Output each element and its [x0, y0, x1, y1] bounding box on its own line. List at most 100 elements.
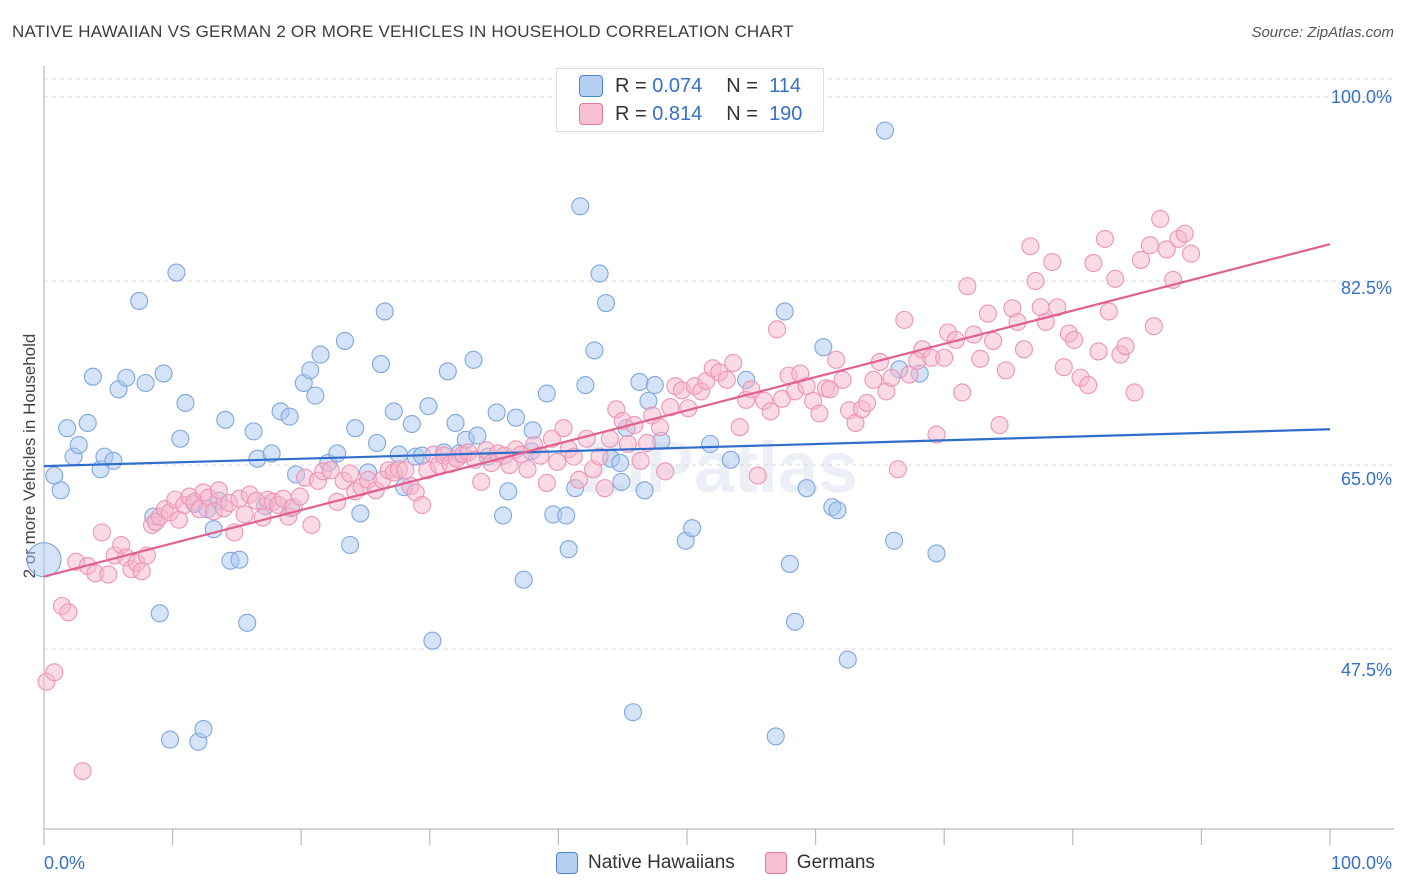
- stats-legend-row-hawaiians: R = 0.074 N = 114: [579, 73, 801, 99]
- hawaiians-point: [78, 413, 97, 433]
- germans-point: [864, 370, 883, 389]
- germans-point: [1116, 337, 1135, 356]
- hawaiians-point: [419, 397, 438, 416]
- germans-point: [1021, 237, 1040, 256]
- hawaiians-point: [875, 121, 895, 140]
- hawaiians-point: [402, 414, 421, 434]
- germans-trend-line: [43, 243, 1331, 578]
- germans-point: [1131, 250, 1151, 269]
- germans-point: [1008, 312, 1027, 332]
- germans-point: [984, 331, 1003, 350]
- germans-point: [958, 277, 977, 296]
- hawaiians-point: [630, 372, 649, 391]
- y-tick-label: 65.0%: [1340, 469, 1392, 489]
- germans-point: [92, 523, 111, 542]
- hawaiians-point: [176, 393, 195, 413]
- germans-point: [1014, 340, 1033, 359]
- n-value: 190: [769, 102, 803, 125]
- hawaiians-point: [590, 264, 609, 283]
- hawaiians-point: [797, 479, 816, 498]
- germans-point: [1095, 229, 1114, 248]
- germans-point: [927, 425, 946, 444]
- germans-point: [882, 368, 901, 387]
- germans-point: [1175, 224, 1194, 243]
- germans-point: [730, 418, 749, 437]
- hawaiians-point: [351, 504, 370, 523]
- hawaiians-point: [780, 554, 799, 573]
- germans-point: [996, 361, 1015, 380]
- stats-legend: R = 0.074 N = 114 R = 0.814 N = 190: [556, 68, 824, 132]
- germans-point: [1125, 383, 1144, 402]
- germans-swatch: [579, 103, 603, 125]
- hawaiians-point: [464, 350, 483, 369]
- germans-point: [1065, 330, 1084, 349]
- germans-point: [1079, 376, 1098, 395]
- x-tick-label: 0.0%: [44, 853, 86, 873]
- hawaiians-point: [623, 703, 643, 722]
- legend-label: Germans: [796, 852, 875, 873]
- hawaiians-point: [346, 419, 365, 438]
- germans-point: [650, 418, 670, 437]
- germans-point: [1151, 209, 1170, 228]
- hawaiians-point: [557, 506, 576, 525]
- hawaiians-point: [150, 604, 169, 623]
- hawaiians-point: [136, 373, 155, 393]
- hawaiians-point: [814, 338, 833, 357]
- hawaiians-point: [635, 481, 654, 500]
- legend-item-hawaiians[interactable]: Native Hawaiians: [556, 852, 735, 874]
- germans-point: [1043, 252, 1062, 272]
- germans-point: [1140, 236, 1160, 255]
- germans-point: [554, 419, 573, 438]
- germans-point: [971, 349, 990, 368]
- hawaiians-point: [721, 450, 740, 469]
- germans-point: [341, 464, 360, 483]
- chart-title: NATIVE HAWAIIAN VS GERMAN 2 OR MORE VEHI…: [12, 22, 794, 41]
- hawaiians-point: [130, 291, 149, 310]
- n-label: N =: [726, 74, 758, 97]
- hawaiians-point: [683, 519, 702, 538]
- germans-point: [1054, 358, 1073, 377]
- x-tick-label: 100.0%: [1330, 853, 1392, 873]
- germans-point: [590, 447, 609, 466]
- hawaiians-point: [537, 384, 556, 403]
- hawaiians-point: [160, 730, 180, 749]
- r-value: 0.814: [652, 102, 703, 125]
- germans-point: [548, 452, 567, 471]
- hawaiians-point: [194, 720, 213, 739]
- germans-point: [761, 402, 780, 421]
- hawaiians-point: [927, 544, 946, 563]
- hawaiians-point: [514, 570, 533, 589]
- germans-point: [1144, 317, 1163, 336]
- hawaiians-point: [375, 302, 394, 321]
- germans-point: [413, 495, 432, 515]
- germans-point: [45, 663, 64, 682]
- germans-point: [73, 762, 92, 781]
- hawaiians-point: [262, 444, 281, 463]
- hawaiians-point: [154, 364, 173, 383]
- hawaiians-point: [585, 341, 604, 360]
- hawaiians-point: [51, 481, 70, 500]
- germans-point: [900, 365, 919, 384]
- hawaiians-trend-line: [43, 428, 1331, 468]
- germans-point: [59, 603, 78, 622]
- legend-item-germans[interactable]: Germans: [764, 852, 875, 874]
- germans-point: [542, 429, 562, 448]
- hawaiians-point: [58, 419, 77, 438]
- germans-point: [895, 310, 914, 329]
- germans-point: [1084, 254, 1103, 273]
- hawaiians-swatch: [579, 75, 603, 97]
- hawaiians-point: [423, 631, 442, 650]
- hawaiians-point: [828, 501, 847, 520]
- germans-point: [1157, 240, 1176, 259]
- germans-point: [569, 470, 589, 489]
- germans-swatch: [764, 852, 787, 874]
- germans-point: [1182, 244, 1201, 263]
- germans-point: [767, 320, 787, 339]
- hawaiians-point: [487, 403, 506, 422]
- hawaiians-point: [26, 542, 62, 578]
- germans-point: [827, 350, 846, 369]
- germans-point: [132, 562, 151, 581]
- r-label: R =: [615, 102, 647, 125]
- hawaiians-point: [645, 376, 664, 395]
